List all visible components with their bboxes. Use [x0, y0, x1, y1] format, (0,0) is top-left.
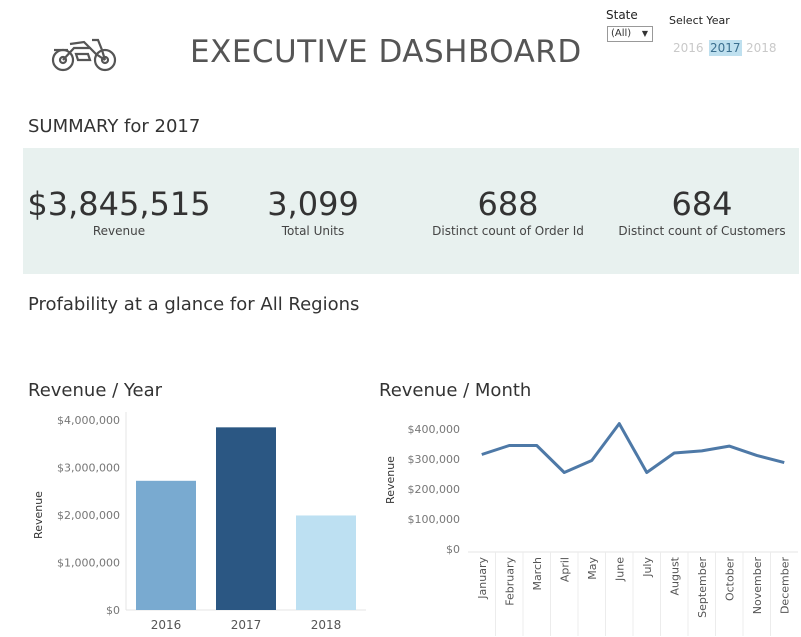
y-tick-label: $0: [106, 604, 120, 617]
year-option-2017[interactable]: 2017: [709, 40, 742, 56]
x-tick-label: April: [558, 557, 571, 582]
x-tick-label: June: [613, 557, 626, 582]
point-july[interactable]: [643, 469, 651, 477]
kpi-label: Revenue: [92, 224, 146, 238]
year-option-2016[interactable]: 2016: [673, 41, 704, 55]
kpi-value: 684: [671, 185, 733, 223]
kpi-label: Distinct count of Customers: [618, 224, 786, 238]
y-tick-label: $200,000: [408, 483, 461, 496]
state-dropdown-value: (All): [611, 28, 632, 39]
x-tick-label: February: [503, 557, 516, 606]
kpi-value: 3,099: [267, 185, 359, 223]
bar-2016[interactable]: [136, 480, 196, 610]
kpi-label: Total Units: [281, 224, 345, 238]
point-april[interactable]: [560, 469, 568, 477]
x-tick-label: November: [751, 557, 764, 615]
revenue-year-chart-title: Revenue / Year: [28, 380, 163, 401]
y-tick-label: $2,000,000: [57, 509, 120, 522]
state-dropdown[interactable]: (All) ▼: [607, 26, 653, 42]
bar-2018[interactable]: [296, 515, 356, 610]
kpi-band: $3,845,515 Revenue 3,099 Total Units 688…: [23, 148, 799, 274]
kpi-customer-count: 684 Distinct count of Customers: [605, 184, 799, 238]
revenue-year-chart: $0 $1,000,000 $2,000,000 $3,000,000 $4,000,0…: [32, 412, 366, 632]
kpi-value: $3,845,515: [27, 185, 211, 223]
x-tick-label: 2016: [151, 618, 182, 632]
x-tick-label: December: [778, 557, 791, 615]
point-february[interactable]: [505, 442, 513, 450]
kpi-value: 688: [477, 185, 539, 223]
state-filter-label: State: [606, 8, 638, 22]
y-tick-label: $4,000,000: [57, 414, 120, 427]
point-september[interactable]: [698, 447, 706, 455]
x-tick-label: January: [476, 557, 489, 600]
x-tick-label: 2018: [311, 618, 342, 632]
point-december[interactable]: [780, 459, 788, 467]
motorcycle-icon: [51, 38, 117, 72]
revenue-month-chart-title: Revenue / Month: [379, 380, 532, 401]
chevron-down-icon: ▼: [641, 29, 648, 38]
point-october[interactable]: [725, 442, 733, 450]
x-tick-label: May: [586, 557, 599, 580]
x-tick-label: 2017: [231, 618, 262, 632]
y-axis-title: Revenue: [384, 456, 397, 504]
point-january[interactable]: [478, 451, 486, 459]
kpi-total-units: 3,099 Total Units: [215, 184, 411, 238]
kpi-revenue: $3,845,515 Revenue: [23, 184, 215, 238]
point-march[interactable]: [533, 442, 541, 450]
y-tick-label: $1,000,000: [57, 557, 120, 570]
y-tick-label: $0: [446, 543, 460, 556]
y-tick-label: $400,000: [408, 423, 461, 436]
x-tick-label: July: [641, 557, 654, 578]
x-tick-label: September: [696, 557, 709, 618]
bar-2017[interactable]: [216, 427, 276, 610]
summary-title: SUMMARY for 2017: [28, 116, 201, 137]
revenue-month-chart: $0 $100,000 $200,000 $300,000 $400,000 Revenu…: [384, 420, 798, 636]
x-tick-label: October: [723, 557, 736, 601]
y-tick-label: $3,000,000: [57, 462, 120, 475]
x-tick-label: August: [668, 556, 681, 595]
profitability-title: Profability at a glance for All Regions: [28, 294, 360, 315]
y-tick-label: $300,000: [408, 453, 461, 466]
y-tick-label: $100,000: [408, 513, 461, 526]
kpi-label: Distinct count of Order Id: [432, 224, 584, 238]
y-axis-title: Revenue: [32, 491, 45, 539]
kpi-order-count: 688 Distinct count of Order Id: [411, 184, 605, 238]
point-august[interactable]: [670, 449, 678, 457]
x-tick-label: March: [531, 557, 544, 591]
page-title: EXECUTIVE DASHBOARD: [190, 34, 582, 70]
point-june[interactable]: [615, 420, 623, 428]
revenue-line[interactable]: [481, 422, 785, 474]
point-may[interactable]: [588, 457, 596, 465]
year-option-2018[interactable]: 2018: [746, 41, 777, 55]
year-filter-label: Select Year: [669, 14, 730, 27]
point-november[interactable]: [753, 451, 761, 459]
